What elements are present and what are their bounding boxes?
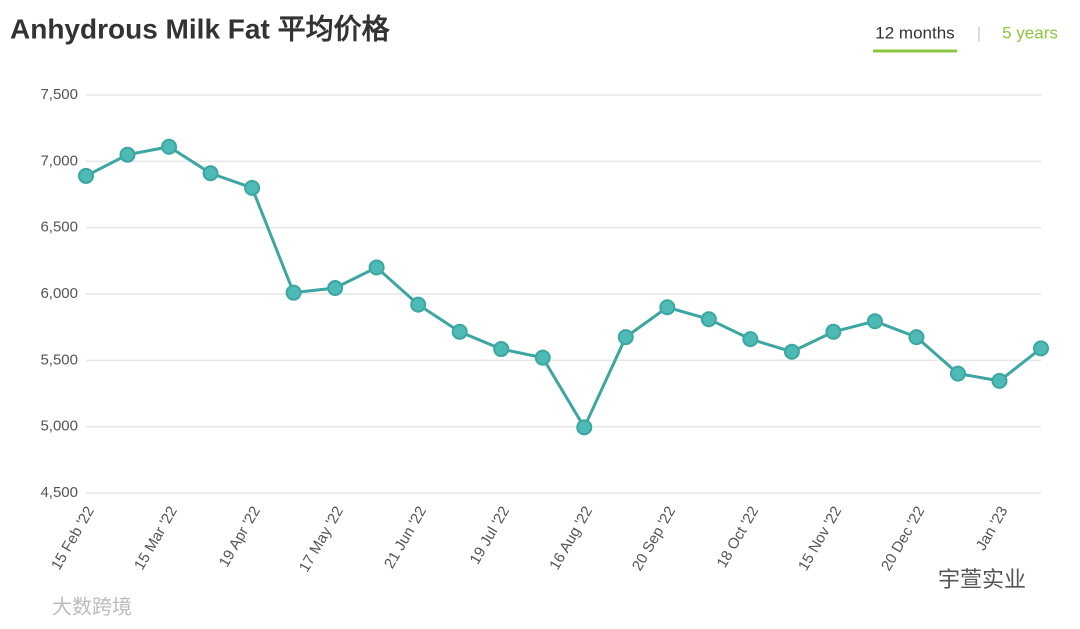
- marker: [368, 259, 385, 276]
- marker: [866, 313, 883, 330]
- marker: [576, 419, 593, 436]
- x-tick-label: 20 Sep '22: [629, 503, 679, 573]
- y-tick-label: 5,500: [40, 351, 78, 368]
- marker: [700, 311, 717, 328]
- chart-title: Anhydrous Milk Fat 平均价格: [10, 13, 391, 44]
- y-tick-label: 4,500: [40, 484, 78, 501]
- y-tick-label: 6,000: [40, 285, 78, 302]
- y-tick-label: 7,000: [40, 152, 78, 169]
- marker: [244, 179, 261, 196]
- marker: [991, 372, 1008, 389]
- y-tick-label: 6,500: [40, 219, 78, 236]
- line: [85, 145, 1042, 431]
- marker: [493, 341, 510, 358]
- marker: [451, 323, 468, 340]
- marker: [825, 323, 842, 340]
- marker: [783, 343, 800, 360]
- x-tick-label: 19 Apr '22: [216, 503, 264, 570]
- watermark: 宇萱实业: [938, 567, 1026, 592]
- marker: [742, 331, 759, 348]
- x-tick-label: Jan '23: [973, 503, 1012, 553]
- x-tick-label: 15 Mar '22: [131, 503, 181, 572]
- x-tick-label: 15 Feb '22: [48, 503, 98, 572]
- x-tick-label: 15 Nov '22: [795, 503, 845, 573]
- marker: [285, 284, 302, 301]
- y-tick-label: 5,000: [40, 418, 78, 435]
- marker: [161, 138, 178, 155]
- marker: [1033, 340, 1049, 357]
- y-tick-label: 7,500: [40, 86, 78, 103]
- marker: [410, 296, 427, 313]
- plot-area: 4,500 5,000 5,500 6,000 6,500 7,000 7,500 15 Fe…: [40, 86, 1049, 575]
- marker: [908, 329, 925, 346]
- marker: [327, 280, 344, 297]
- marker: [659, 299, 676, 316]
- tab-5-years[interactable]: 5 years: [1002, 23, 1058, 42]
- x-tick-label: 19 Jul '22: [467, 503, 514, 567]
- x-tick-label: 18 Oct '22: [714, 503, 763, 570]
- marker: [119, 146, 136, 163]
- x-tick-label: 21 Jun '22: [381, 503, 430, 571]
- tab-separator: |: [977, 25, 981, 42]
- x-tick-label: 20 Dec '22: [878, 503, 928, 573]
- marker: [534, 349, 551, 366]
- marker: [78, 167, 94, 184]
- marker: [202, 165, 219, 182]
- watermark: 大数跨境: [52, 595, 132, 618]
- marker: [617, 329, 634, 346]
- marker: [949, 365, 966, 382]
- tab-12-months[interactable]: 12 months: [875, 23, 954, 42]
- x-tick-label: 17 May '22: [296, 503, 347, 575]
- x-tick-label: 16 Aug '22: [546, 503, 596, 573]
